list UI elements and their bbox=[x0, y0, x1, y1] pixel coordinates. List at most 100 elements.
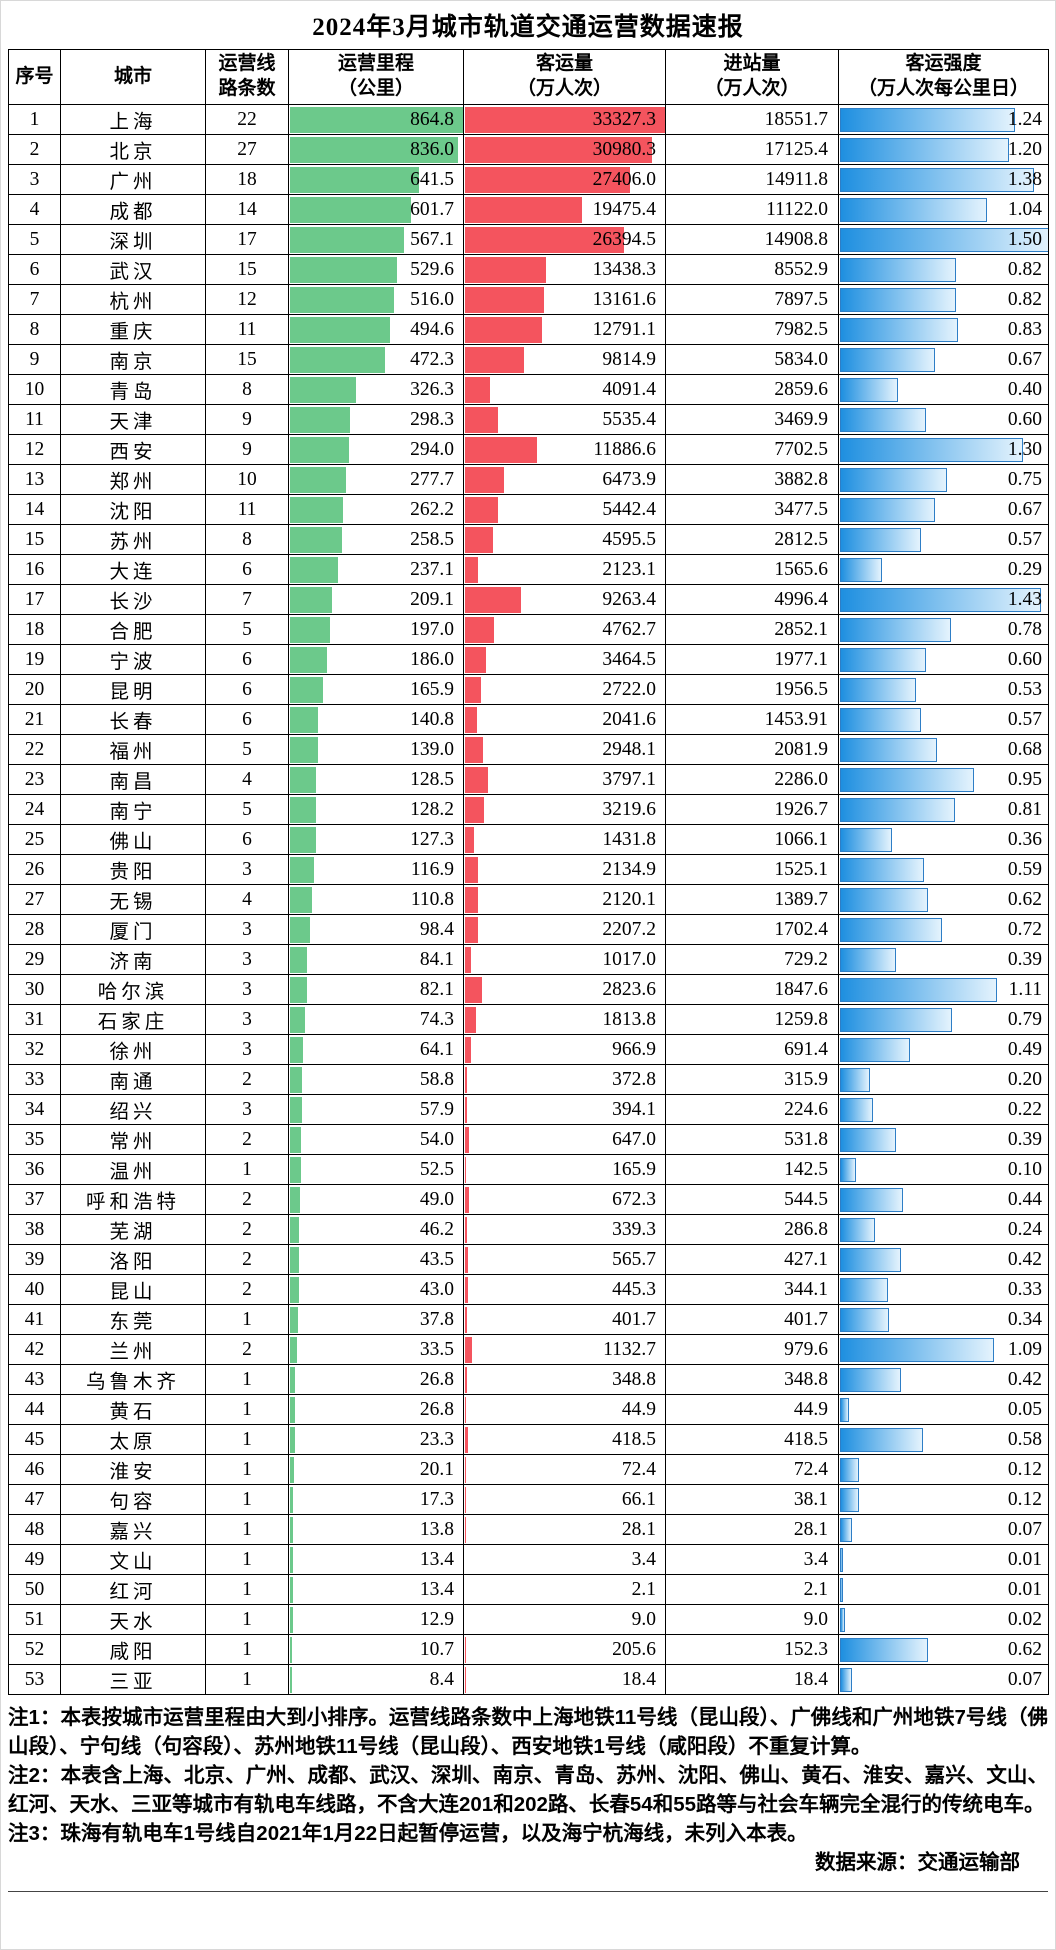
cell-city: 天津 bbox=[60, 404, 206, 435]
cell-mileage: 17.3 bbox=[288, 1484, 464, 1515]
cell-entries: 544.5 bbox=[665, 1184, 839, 1215]
mileage-bar bbox=[290, 286, 394, 313]
cell-line-count: 8 bbox=[205, 374, 289, 405]
cell-rank: 3 bbox=[8, 164, 61, 195]
cell-mileage: 139.0 bbox=[288, 734, 464, 765]
mileage-value: 46.2 bbox=[419, 1218, 454, 1240]
cell-line-count: 3 bbox=[205, 974, 289, 1005]
volume-bar bbox=[465, 1006, 476, 1033]
cell-intensity: 0.44 bbox=[838, 1184, 1049, 1215]
cell-entries: 1847.6 bbox=[665, 974, 839, 1005]
table-row: 25 佛山 6 127.3 1431.8 1066.1 0.36 bbox=[8, 824, 1049, 855]
table-row: 28 厦门 3 98.4 2207.2 1702.4 0.72 bbox=[8, 914, 1049, 945]
mileage-value: 20.1 bbox=[419, 1458, 454, 1480]
volume-value: 966.9 bbox=[612, 1038, 656, 1060]
mileage-value: 641.5 bbox=[410, 168, 454, 190]
intensity-bar bbox=[840, 167, 1035, 192]
cell-rank: 20 bbox=[8, 674, 61, 705]
table-row: 37 呼和浩特 2 49.0 672.3 544.5 0.44 bbox=[8, 1184, 1049, 1215]
mileage-value: 74.3 bbox=[419, 1008, 454, 1030]
intensity-bar bbox=[840, 377, 898, 402]
mileage-bar bbox=[290, 136, 459, 163]
mileage-value: 43.0 bbox=[419, 1278, 454, 1300]
volume-bar bbox=[465, 1276, 468, 1303]
mileage-bar bbox=[290, 916, 310, 943]
cell-mileage: 494.6 bbox=[288, 314, 464, 345]
column-header-line: 运营里程 bbox=[337, 53, 414, 75]
cell-rank: 24 bbox=[8, 794, 61, 825]
mileage-value: 277.7 bbox=[410, 468, 454, 490]
intensity-value: 0.60 bbox=[1007, 408, 1042, 430]
table-row: 52 咸阳 1 10.7 205.6 152.3 0.62 bbox=[8, 1634, 1049, 1665]
cell-rank: 10 bbox=[8, 374, 61, 405]
cell-city: 红河 bbox=[60, 1574, 206, 1605]
volume-bar bbox=[465, 676, 482, 703]
cell-entries: 2286.0 bbox=[665, 764, 839, 795]
cell-volume: 1813.8 bbox=[463, 1004, 666, 1035]
cell-line-count: 11 bbox=[205, 314, 289, 345]
column-header-line: （万人次每公里日） bbox=[857, 78, 1029, 99]
cell-intensity: 1.04 bbox=[838, 194, 1049, 225]
table-row: 4 成都 14 601.7 19475.4 11122.0 1.04 bbox=[8, 194, 1049, 225]
cell-volume: 13438.3 bbox=[463, 254, 666, 285]
mileage-bar bbox=[290, 376, 356, 403]
cell-rank: 14 bbox=[8, 494, 61, 525]
table-row: 48 嘉兴 1 13.8 28.1 28.1 0.07 bbox=[8, 1514, 1049, 1545]
intensity-value: 0.62 bbox=[1007, 1638, 1042, 1660]
cell-intensity: 0.24 bbox=[838, 1214, 1049, 1245]
mileage-value: 26.8 bbox=[419, 1398, 454, 1420]
intensity-value: 0.02 bbox=[1007, 1608, 1042, 1630]
mileage-bar bbox=[290, 586, 333, 613]
mileage-bar bbox=[290, 736, 318, 763]
volume-bar bbox=[465, 766, 488, 793]
entries-value: 1525.1 bbox=[774, 858, 828, 880]
cell-rank: 15 bbox=[8, 524, 61, 555]
mileage-bar bbox=[290, 1246, 299, 1273]
intensity-bar bbox=[840, 677, 916, 702]
cell-city: 合肥 bbox=[60, 614, 206, 645]
cell-rank: 53 bbox=[8, 1664, 61, 1695]
mileage-bar bbox=[290, 1636, 293, 1663]
volume-value: 26394.5 bbox=[592, 228, 656, 250]
volume-bar bbox=[465, 646, 486, 673]
cell-intensity: 0.75 bbox=[838, 464, 1049, 495]
entries-value: 427.1 bbox=[784, 1248, 828, 1270]
cell-intensity: 0.29 bbox=[838, 554, 1049, 585]
cell-intensity: 0.10 bbox=[838, 1154, 1049, 1185]
intensity-value: 1.50 bbox=[1007, 228, 1042, 250]
intensity-value: 0.42 bbox=[1007, 1248, 1042, 1270]
intensity-value: 0.81 bbox=[1007, 798, 1042, 820]
entries-value: 1066.1 bbox=[774, 828, 828, 850]
cell-rank: 44 bbox=[8, 1394, 61, 1425]
cell-entries: 5834.0 bbox=[665, 344, 839, 375]
cell-intensity: 0.67 bbox=[838, 344, 1049, 375]
cell-intensity: 0.58 bbox=[838, 1424, 1049, 1455]
cell-mileage: 98.4 bbox=[288, 914, 464, 945]
volume-bar bbox=[465, 886, 478, 913]
mileage-bar bbox=[290, 1516, 293, 1543]
intensity-bar bbox=[840, 1277, 888, 1302]
entries-value: 3469.9 bbox=[774, 408, 828, 430]
cell-entries: 531.8 bbox=[665, 1124, 839, 1155]
cell-city: 济南 bbox=[60, 944, 206, 975]
mileage-bar bbox=[290, 1306, 298, 1333]
intensity-bar bbox=[840, 977, 997, 1002]
table-row: 12 西安 9 294.0 11886.6 7702.5 1.30 bbox=[8, 434, 1049, 465]
mileage-bar bbox=[290, 1366, 296, 1393]
cell-entries: 3.4 bbox=[665, 1544, 839, 1575]
intensity-value: 0.58 bbox=[1007, 1428, 1042, 1450]
intensity-bar bbox=[840, 857, 925, 882]
entries-value: 3.4 bbox=[803, 1548, 828, 1570]
volume-bar bbox=[465, 976, 483, 1003]
volume-bar bbox=[465, 1636, 467, 1663]
intensity-bar bbox=[840, 317, 958, 342]
cell-mileage: 23.3 bbox=[288, 1424, 464, 1455]
cell-mileage: 298.3 bbox=[288, 404, 464, 435]
volume-bar bbox=[465, 1306, 468, 1333]
cell-intensity: 0.53 bbox=[838, 674, 1049, 705]
intensity-value: 1.11 bbox=[1008, 978, 1042, 1000]
mileage-bar bbox=[290, 316, 390, 343]
cell-mileage: 116.9 bbox=[288, 854, 464, 885]
intensity-value: 0.82 bbox=[1007, 258, 1042, 280]
cell-entries: 348.8 bbox=[665, 1364, 839, 1395]
